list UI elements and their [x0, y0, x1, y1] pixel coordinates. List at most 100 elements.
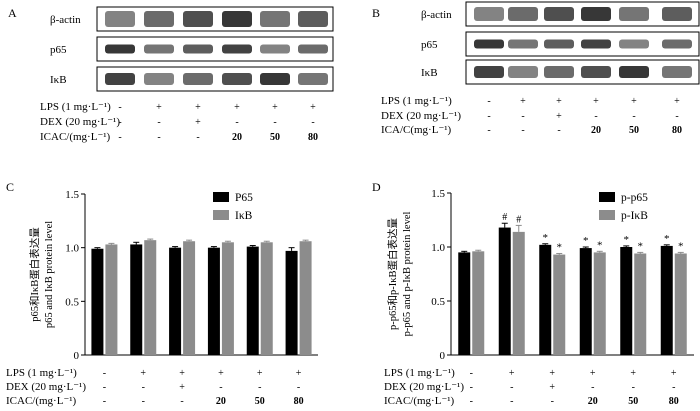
significance-mark: # — [516, 214, 521, 225]
blot-bands — [105, 44, 328, 54]
condition-value: + — [140, 368, 146, 379]
bar — [674, 253, 687, 355]
legend-label: P65 — [235, 192, 253, 204]
condition-value: - — [557, 125, 560, 136]
protein-band — [105, 44, 135, 54]
condition-label: DEX (20 mg·L⁻¹) — [40, 116, 120, 128]
condition-value: - — [675, 111, 678, 122]
protein-band — [474, 39, 504, 49]
blot-frame — [96, 36, 334, 62]
condition-value: - — [103, 382, 106, 393]
protein-band — [544, 39, 574, 49]
legend-label: IκB — [235, 210, 253, 222]
condition-value: - — [103, 396, 106, 407]
bar — [660, 245, 673, 355]
significance-mark: * — [664, 233, 670, 245]
significance-mark: * — [638, 240, 644, 252]
legend-swatch — [599, 192, 615, 202]
bar — [472, 251, 485, 355]
protein-band — [144, 44, 174, 54]
condition-value: - — [157, 117, 160, 128]
protein-band — [298, 44, 328, 54]
condition-value: - — [196, 132, 199, 143]
condition-label: LPS (1 mg·L⁻¹) — [6, 367, 77, 379]
blot-bands — [105, 11, 328, 27]
protein-band — [183, 73, 213, 85]
protein-band — [105, 73, 135, 85]
condition-value: - — [551, 396, 554, 407]
condition-value: + — [272, 102, 278, 113]
protein-band — [260, 11, 290, 27]
condition-value: 50 — [629, 125, 639, 136]
condition-value: - — [219, 382, 222, 393]
condition-value: - — [521, 111, 524, 122]
band-label: p65 — [50, 44, 67, 56]
bar — [91, 248, 104, 355]
bar — [553, 254, 566, 355]
condition-value: 20 — [588, 396, 598, 407]
condition-value: - — [142, 396, 145, 407]
condition-value: - — [273, 117, 276, 128]
panel-letter: D — [372, 180, 381, 194]
condition-label: LPS (1 mg·L⁻¹) — [40, 101, 111, 113]
condition-label: ICAC/(mg·L⁻¹) — [384, 395, 455, 407]
condition-value: + — [549, 382, 555, 393]
condition-value: + — [234, 102, 240, 113]
band-label: IκB — [50, 74, 67, 86]
condition-value: + — [156, 102, 162, 113]
condition-label: DEX (20 mg·L⁻¹) — [381, 110, 461, 122]
bar — [634, 253, 647, 355]
protein-band — [474, 66, 504, 78]
protein-band — [581, 66, 611, 78]
bar-chart-c: C 0 0.5 1.0 1.5 p65和IκB蛋白表达量 p65 and IκB prote… — [6, 180, 318, 407]
condition-value: + — [296, 368, 302, 379]
condition-value: - — [510, 382, 513, 393]
condition-value: 80 — [669, 396, 679, 407]
protein-band — [662, 39, 692, 49]
significance-mark: * — [583, 235, 589, 247]
bar — [285, 250, 298, 355]
condition-value: + — [218, 368, 224, 379]
y-axis-title: p65 and IκB protein level — [44, 221, 55, 328]
y-tick-label: 0.5 — [431, 296, 445, 308]
condition-value: - — [235, 117, 238, 128]
bar — [512, 231, 525, 355]
condition-value: - — [510, 396, 513, 407]
panel-letter: A — [8, 6, 17, 20]
protein-band — [260, 73, 290, 85]
condition-value: - — [118, 102, 121, 113]
bar — [144, 240, 157, 355]
condition-value: 20 — [591, 125, 601, 136]
condition-value: + — [509, 368, 515, 379]
condition-value: - — [487, 96, 490, 107]
condition-value: 50 — [255, 396, 265, 407]
protein-band — [183, 11, 213, 27]
protein-band — [508, 66, 538, 78]
condition-label: LPS (1 mg·L⁻¹) — [381, 95, 452, 107]
panel-letter: C — [6, 180, 14, 194]
bar — [130, 244, 143, 355]
protein-band — [581, 39, 611, 49]
condition-value: - — [470, 396, 473, 407]
bar — [593, 252, 606, 355]
condition-value: - — [470, 382, 473, 393]
protein-band — [260, 44, 290, 54]
condition-value: - — [487, 125, 490, 136]
blot-bands — [474, 39, 692, 49]
bar — [207, 247, 220, 355]
protein-band — [662, 7, 692, 21]
protein-band — [298, 73, 328, 85]
condition-value: + — [195, 117, 201, 128]
legend-label: p-p65 — [621, 192, 648, 204]
condition-value: + — [674, 96, 680, 107]
y-tick-label: 0 — [440, 350, 446, 362]
panel-letter: B — [372, 6, 380, 20]
condition-value: + — [630, 368, 636, 379]
bar — [260, 242, 273, 355]
significance-mark: # — [502, 212, 507, 223]
bar — [246, 246, 259, 355]
condition-label: ICA/C(mg·L⁻¹) — [381, 124, 452, 136]
blot-frame — [96, 6, 334, 32]
